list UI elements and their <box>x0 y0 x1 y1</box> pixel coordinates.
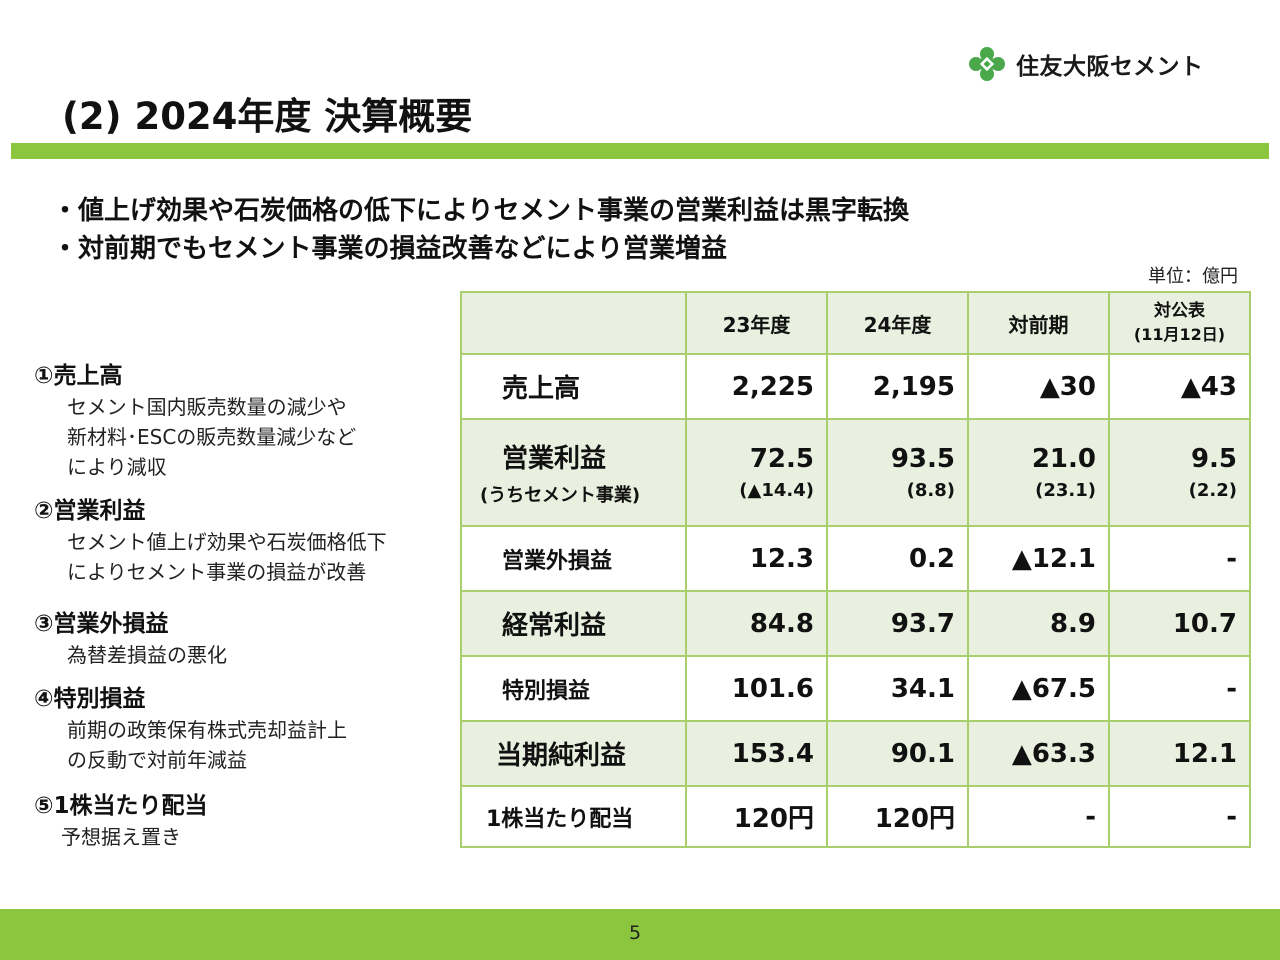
table-cell: - <box>1108 655 1251 722</box>
row-label: 1株当たり配当 <box>460 785 687 848</box>
row-label-text: 経常利益 <box>502 611 607 641</box>
table-cell: ▲67.5 <box>967 655 1110 722</box>
table-row: 特別損益 101.6 34.1 ▲67.5 - <box>460 655 1251 722</box>
header-label: 対公表 <box>1154 301 1205 321</box>
table-cell: - <box>1108 785 1251 848</box>
table-cell: ▲63.3 <box>967 720 1110 787</box>
footer-bar <box>0 909 1280 960</box>
header-sublabel: (11月12日) <box>1133 325 1226 344</box>
table-row: 売上高 2,225 2,195 ▲30 ▲43 <box>460 353 1251 420</box>
table-cell: 153.4 <box>685 720 828 787</box>
note-dividend: ⑤1株当たり配当 予想据え置き <box>34 790 207 852</box>
cell-value: 93.5 <box>890 444 955 474</box>
table-cell: 120円 <box>685 785 828 848</box>
page-number: 5 <box>628 922 642 944</box>
row-label-text: 売上高 <box>502 374 581 404</box>
cell-subvalue: (23.1) <box>1035 480 1096 501</box>
table-cell: 101.6 <box>685 655 828 722</box>
cell-subvalue: (2.2) <box>1188 480 1237 501</box>
title-divider <box>11 143 1269 159</box>
row-label: 経常利益 <box>460 590 687 657</box>
table-cell: 120円 <box>826 785 969 848</box>
note-non-operating: ③営業外損益 為替差損益の悪化 <box>34 608 227 670</box>
cell-subvalue: (▲14.4) <box>739 480 814 501</box>
financial-summary-table: 23年度 24年度 対前期 対公表 (11月12日) 売上高 2,225 2,1… <box>460 291 1251 848</box>
cell-value: 9.5 <box>1190 444 1237 474</box>
summary-bullets: ・値上げ効果や石炭価格の低下によりセメント事業の営業利益は黒字転換 ・対前期でも… <box>52 192 909 268</box>
table-cell: 72.5 (▲14.4) <box>685 418 828 527</box>
table-row: 1株当たり配当 120円 120円 - - <box>460 785 1251 848</box>
header-cell-forecast: 対公表 (11月12日) <box>1108 291 1251 355</box>
table-cell: 84.8 <box>685 590 828 657</box>
note-extraordinary: ④特別損益 前期の政策保有株式売却益計上 の反動で対前年減益 <box>34 683 347 775</box>
table-cell: 9.5 (2.2) <box>1108 418 1251 527</box>
page-title: (2) 2024年度 決算概要 <box>62 95 473 138</box>
table-cell: 2,225 <box>685 353 828 420</box>
summary-bullet: ・対前期でもセメント事業の損益改善などにより営業増益 <box>52 234 727 264</box>
note-text: セメント国内販売数量の減少や 新材料･ESCの販売数量減少など により減収 <box>67 395 357 479</box>
note-text: 前期の政策保有株式売却益計上 の反動で対前年減益 <box>67 718 347 772</box>
table-row: 営業外損益 12.3 0.2 ▲12.1 - <box>460 525 1251 592</box>
table-row: 当期純利益 153.4 90.1 ▲63.3 12.1 <box>460 720 1251 787</box>
cell-value: 72.5 <box>749 444 814 474</box>
note-heading: ①売上高 <box>34 363 123 389</box>
table-cell: 0.2 <box>826 525 969 592</box>
row-label-text: 営業利益 <box>502 444 607 474</box>
note-text: 予想据え置き <box>61 825 181 849</box>
table-cell: ▲12.1 <box>967 525 1110 592</box>
table-cell: 10.7 <box>1108 590 1251 657</box>
table-cell: 21.0 (23.1) <box>967 418 1110 527</box>
note-heading: ⑤1株当たり配当 <box>34 793 208 819</box>
row-label-text: 特別損益 <box>502 678 591 704</box>
row-label: 営業利益 (うちセメント事業) <box>460 418 687 527</box>
table-cell: 93.7 <box>826 590 969 657</box>
row-label-text: 営業外損益 <box>502 548 613 574</box>
table-cell: 93.5 (8.8) <box>826 418 969 527</box>
note-text: 為替差損益の悪化 <box>67 643 227 667</box>
row-label: 特別損益 <box>460 655 687 722</box>
table-row: 経常利益 84.8 93.7 8.9 10.7 <box>460 590 1251 657</box>
note-sales: ①売上高 セメント国内販売数量の減少や 新材料･ESCの販売数量減少など により… <box>34 360 356 482</box>
table-cell: 2,195 <box>826 353 969 420</box>
table-cell: 34.1 <box>826 655 969 722</box>
table-cell: 12.1 <box>1108 720 1251 787</box>
cell-subvalue: (8.8) <box>906 480 955 501</box>
row-label: 営業外損益 <box>460 525 687 592</box>
row-label: 売上高 <box>460 353 687 420</box>
note-operating-profit: ②営業利益 セメント値上げ効果や石炭価格低下 によりセメント事業の損益が改善 <box>34 495 387 587</box>
row-label-text: 1株当たり配当 <box>486 806 634 832</box>
summary-bullet: ・値上げ効果や石炭価格の低下によりセメント事業の営業利益は黒字転換 <box>52 196 909 226</box>
logo-mark-icon <box>969 47 1005 81</box>
header-cell: 対前期 <box>967 291 1110 355</box>
header-cell <box>460 291 687 355</box>
table-cell: ▲30 <box>967 353 1110 420</box>
logo-text: 住友大阪セメント <box>1016 54 1204 80</box>
note-heading: ③営業外損益 <box>34 611 169 637</box>
header-cell: 24年度 <box>826 291 969 355</box>
table-cell: 90.1 <box>826 720 969 787</box>
row-label: 当期純利益 <box>460 720 687 787</box>
note-heading: ④特別損益 <box>34 686 146 712</box>
table-header-row: 23年度 24年度 対前期 対公表 (11月12日) <box>460 291 1251 355</box>
table-cell: 8.9 <box>967 590 1110 657</box>
row-sublabel-text: (うちセメント事業) <box>480 485 641 506</box>
table-cell: - <box>1108 525 1251 592</box>
header-cell: 23年度 <box>685 291 828 355</box>
table-cell: 12.3 <box>685 525 828 592</box>
company-logo: 住友大阪セメント <box>968 46 1218 82</box>
row-label-text: 当期純利益 <box>496 741 627 771</box>
unit-label: 単位：億円 <box>1148 266 1238 287</box>
note-text: セメント値上げ効果や石炭価格低下 によりセメント事業の損益が改善 <box>67 530 387 584</box>
cell-value: 21.0 <box>1031 444 1096 474</box>
note-heading: ②営業利益 <box>34 498 146 524</box>
table-cell: ▲43 <box>1108 353 1251 420</box>
table-cell: - <box>967 785 1110 848</box>
table-row: 営業利益 (うちセメント事業) 72.5 (▲14.4) 93.5 (8.8) 21… <box>460 418 1251 527</box>
